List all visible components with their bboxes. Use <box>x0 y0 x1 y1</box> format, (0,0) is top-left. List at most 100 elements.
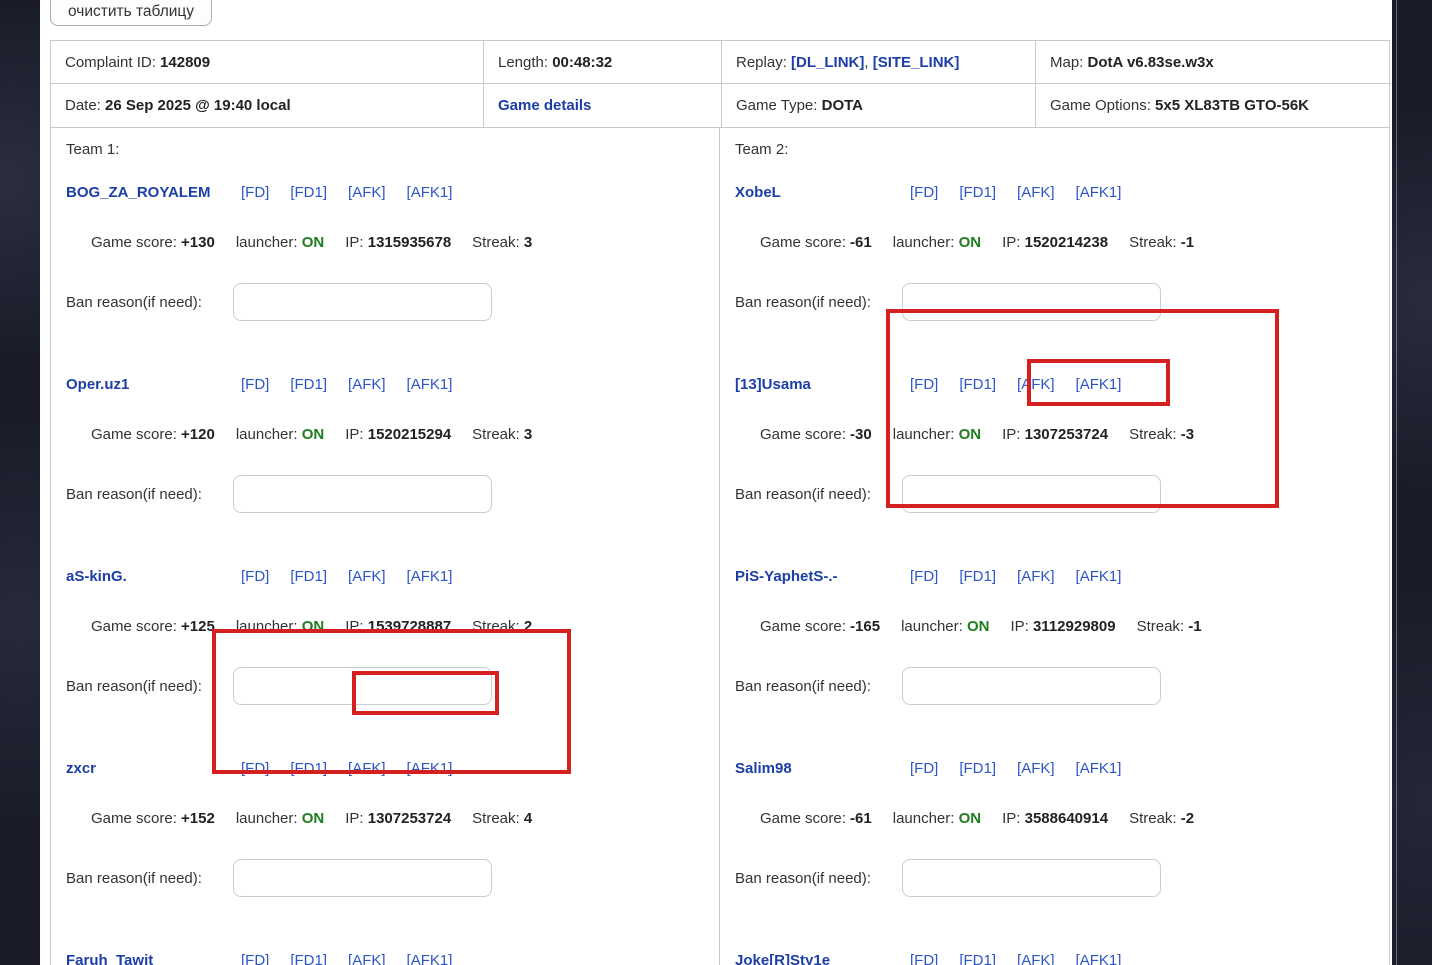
afk1-link[interactable]: [AFK1] <box>1075 376 1122 393</box>
ban-reason-input[interactable] <box>902 667 1161 705</box>
fd-link[interactable]: [FD] <box>910 760 939 777</box>
game-info-table: Complaint ID: 142809 Length: 00:48:32 Re… <box>50 40 1391 128</box>
launcher-status-value: ON <box>301 426 325 443</box>
fd1-link[interactable]: [FD1] <box>959 760 997 777</box>
afk-link[interactable]: [AFK] <box>348 184 386 201</box>
ban-reason-input[interactable] <box>233 667 492 705</box>
launcher-stat: launcher: ON <box>236 426 324 443</box>
ban-reason-input[interactable] <box>902 475 1161 513</box>
afk-link[interactable]: [AFK] <box>1017 184 1055 201</box>
game-type-label: Game Type: <box>736 97 822 114</box>
length-label: Length: <box>498 53 553 71</box>
player-block: Faruh_Tawit[FD][FD1][AFK][AFK1] Game sco… <box>66 952 704 965</box>
game-details-link[interactable]: Game details <box>498 97 592 114</box>
player-name-link[interactable]: XobeL <box>735 184 781 201</box>
ban-reason-input[interactable] <box>902 283 1161 321</box>
ban-reason-input[interactable] <box>902 859 1161 897</box>
ban-reason-input[interactable] <box>233 475 492 513</box>
launcher-status-value: ON <box>958 810 982 827</box>
launcher-status-value: ON <box>966 618 990 635</box>
ip-stat: IP: 1307253724 <box>345 810 451 827</box>
afk1-link[interactable]: [AFK1] <box>406 568 453 585</box>
afk1-link[interactable]: [AFK1] <box>1075 760 1122 777</box>
launcher-stat: launcher: ON <box>236 810 324 827</box>
player-name-link[interactable]: Joke[R]Sty1e <box>735 952 831 965</box>
player-name-row: Faruh_Tawit [FD] [FD1] [AFK] [AFK1] <box>66 952 704 965</box>
launcher-status-value: ON <box>958 426 982 443</box>
streak-label: Streak: <box>1129 810 1181 827</box>
launcher-label: launcher: <box>892 234 959 251</box>
ban-reason-row: Ban reason(if need): <box>735 283 1374 321</box>
launcher-status-value: ON <box>958 234 982 251</box>
game-options-label: Game Options: <box>1050 97 1156 114</box>
clear-table-button[interactable]: очистить таблицу <box>50 0 213 26</box>
player-name-link[interactable]: Salim98 <box>735 760 792 777</box>
fd-link[interactable]: [FD] <box>241 952 270 965</box>
player-name-link[interactable]: Oper.uz1 <box>66 376 130 393</box>
player-name-link[interactable]: BOG_ZA_ROYALEM <box>66 184 211 201</box>
streak-value: -1 <box>1180 234 1195 251</box>
afk1-link[interactable]: [AFK1] <box>406 184 453 201</box>
player-block: Salim98 [FD] [FD1] [AFK] [AFK1] Game score: … <box>735 760 1374 897</box>
fd-link[interactable]: [FD] <box>241 184 270 201</box>
ip-label: IP: <box>1002 810 1025 827</box>
afk1-link[interactable]: [AFK1] <box>1075 184 1122 201</box>
ip-stat: IP: 1520215294 <box>345 426 451 443</box>
launcher-label: launcher: <box>235 234 302 251</box>
fd1-link[interactable]: [FD1] <box>959 568 997 585</box>
ban-reason-input[interactable] <box>233 859 492 897</box>
ban-reason-input[interactable] <box>233 283 492 321</box>
ip-value: 1520215294 <box>367 426 452 443</box>
fd1-link[interactable]: [FD1] <box>290 568 328 585</box>
fd1-link[interactable]: [FD1] <box>959 184 997 201</box>
fd1-link[interactable]: [FD1] <box>290 376 328 393</box>
fd1-link[interactable]: [FD1] <box>959 376 997 393</box>
fd-link[interactable]: [FD] <box>910 952 939 965</box>
afk1-link[interactable]: [AFK1] <box>1075 952 1122 965</box>
team-1-players: BOG_ZA_ROYALEM [FD] [FD1] [AFK] [AFK1] Game … <box>66 184 704 965</box>
player-stats-row: Game score: +152 launcher: ON IP: 13072537… <box>66 792 704 846</box>
fd-link[interactable]: [FD] <box>241 760 270 777</box>
fd-link[interactable]: [FD] <box>241 376 270 393</box>
fd-link[interactable]: [FD] <box>910 184 939 201</box>
fd-link[interactable]: [FD] <box>910 376 939 393</box>
fd1-link[interactable]: [FD1] <box>290 952 328 965</box>
player-name-link[interactable]: [13]Usama <box>735 376 811 393</box>
player-name-link[interactable]: zxcr <box>66 760 97 777</box>
replay-dl-link[interactable]: [DL_LINK] <box>791 53 865 71</box>
player-name-link[interactable]: Faruh_Tawit <box>66 952 154 965</box>
game-options-value: 5x5 XL83TB GTO-56K <box>1155 97 1309 114</box>
afk1-link[interactable]: [AFK1] <box>406 760 453 777</box>
afk1-link[interactable]: [AFK1] <box>406 376 453 393</box>
afk1-link[interactable]: [AFK1] <box>1075 568 1122 585</box>
afk-link[interactable]: [AFK] <box>1017 568 1055 585</box>
ip-stat: IP: 1307253724 <box>1002 426 1108 443</box>
ban-reason-label: Ban reason(if need): <box>735 485 871 503</box>
complaint-id-cell: Complaint ID: 142809 <box>51 41 484 84</box>
ip-stat: IP: 3588640914 <box>1002 810 1108 827</box>
fd1-link[interactable]: [FD1] <box>290 760 328 777</box>
afk-link[interactable]: [AFK] <box>1017 376 1055 393</box>
game-score-value: -30 <box>850 426 872 443</box>
afk-link[interactable]: [AFK] <box>1017 952 1055 965</box>
fd1-link[interactable]: [FD1] <box>959 952 997 965</box>
afk-link[interactable]: [AFK] <box>348 952 386 965</box>
afk-link[interactable]: [AFK] <box>348 568 386 585</box>
fd1-link[interactable]: [FD1] <box>290 184 328 201</box>
afk-link[interactable]: [AFK] <box>348 760 386 777</box>
streak-value: 2 <box>523 618 533 635</box>
replay-site-link[interactable]: [SITE_LINK] <box>872 53 960 71</box>
player-name-link[interactable]: PiS-YaphetS-.- <box>735 568 838 585</box>
streak-value: -3 <box>1180 426 1195 443</box>
afk-link[interactable]: [AFK] <box>1017 760 1055 777</box>
afk-link[interactable]: [AFK] <box>348 376 386 393</box>
fd-link[interactable]: [FD] <box>241 568 270 585</box>
launcher-stat: launcher: ON <box>236 234 324 251</box>
afk1-link[interactable]: [AFK1] <box>406 952 453 965</box>
ban-reason-row: Ban reason(if need): <box>66 667 704 705</box>
player-name-link[interactable]: aS-kinG. <box>66 568 127 585</box>
ip-value: 1307253724 <box>1024 426 1109 443</box>
streak-stat: Streak: -1 <box>1129 234 1194 251</box>
player-name-row: Joke[R]Sty1e [FD] [FD1] [AFK] [AFK1] <box>735 952 1374 965</box>
fd-link[interactable]: [FD] <box>910 568 939 585</box>
